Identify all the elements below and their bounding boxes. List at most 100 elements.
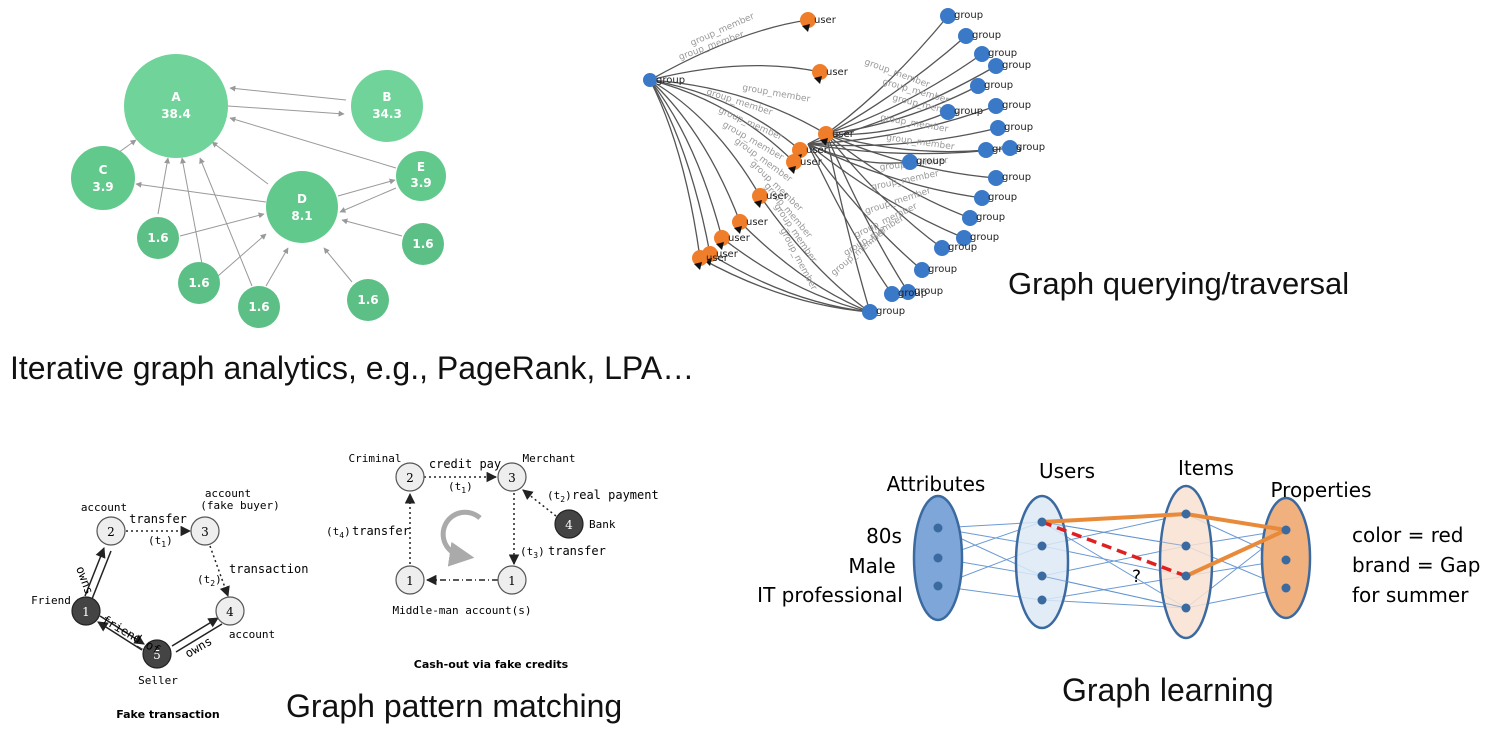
- pattern-left-node-5: 5: [142, 639, 172, 669]
- traversal-edge: [759, 195, 871, 313]
- pagerank-nodes: A 38.4 B 34.3 C 3.9 D 8.1 E 3.9 1.6: [71, 54, 446, 328]
- group-node-label: group: [948, 242, 977, 253]
- traversal-node-group: group: [974, 190, 1017, 206]
- traversal-edge: [649, 79, 801, 151]
- pattern-right-title: Cash-out via fake credits: [414, 658, 569, 671]
- user-attr-3: IT professional: [757, 583, 903, 607]
- traversal-edge: [825, 133, 987, 153]
- edge-d-e: [337, 178, 396, 197]
- user-arrowhead: [814, 76, 822, 84]
- pattern-left-node-1: 1: [71, 596, 101, 626]
- items-ellipse: [1158, 484, 1214, 640]
- traversal-node-group: group: [940, 8, 983, 24]
- traversal-edge: [807, 143, 893, 295]
- pattern-fake-transaction: 2 3 4 1 5 account account (fake buyer) a…: [31, 487, 308, 721]
- group-node-circle: [884, 286, 900, 302]
- node-g-value: 1.6: [188, 276, 209, 290]
- group-node-label: group: [1002, 172, 1031, 183]
- edge-h-d: [265, 247, 289, 287]
- node-g: 1.6: [178, 262, 220, 304]
- traversal-nodes: groupuseruseruseruseruseruseruseruseruse…: [643, 8, 1045, 320]
- user-arrowhead: [754, 200, 762, 208]
- label-owns-left: owns: [73, 564, 96, 596]
- node-1-label: 1: [82, 605, 90, 619]
- cash-node-4-label: 4: [565, 518, 573, 532]
- traversal-node-group: group: [862, 304, 905, 320]
- node-3-label: 3: [201, 525, 209, 539]
- group-node-circle: [862, 304, 878, 320]
- node-a: A 38.4: [124, 54, 228, 158]
- node-e: E 3.9: [396, 151, 446, 201]
- traversal-edge: [649, 79, 723, 239]
- node-d-label: D: [297, 192, 307, 206]
- node-b-label: B: [382, 90, 391, 104]
- traversal-edge: [807, 143, 965, 239]
- group-node-circle: [934, 240, 950, 256]
- label-t1: (t1): [148, 534, 173, 549]
- traversal-edge: [649, 19, 809, 81]
- user-arrowhead: [716, 242, 724, 250]
- traversal-node-user: user: [714, 230, 751, 250]
- group-node-circle: [988, 170, 1004, 186]
- edge-f-d: [179, 212, 265, 237]
- label-friend: Friend: [31, 594, 71, 607]
- user-arrowhead: [802, 24, 810, 32]
- pattern-left-title: Fake transaction: [116, 708, 219, 721]
- traversal-node-group: group: [988, 98, 1031, 114]
- cash-node-3-label: 3: [508, 471, 516, 485]
- traversal-edge: [825, 111, 949, 136]
- group-node-circle: [958, 28, 974, 44]
- traversal-edge: [825, 133, 971, 219]
- node-4-label: 4: [226, 605, 234, 619]
- traversal-edge: [649, 79, 711, 255]
- users-ellipse: [1014, 494, 1070, 630]
- group-node-label: group: [988, 192, 1017, 203]
- graph-learning-diagram: ? Attributes Users Items Properties 80s …: [757, 456, 1480, 640]
- traversal-node-group: group: [900, 284, 943, 300]
- group-node-circle: [940, 104, 956, 120]
- group-node-circle: [974, 190, 990, 206]
- traversal-edge: [825, 133, 871, 313]
- user-node-label: user: [806, 145, 829, 156]
- node-h-value: 1.6: [248, 300, 269, 314]
- label-bank: Bank: [589, 518, 616, 531]
- user-arrowhead: [694, 262, 702, 270]
- user-node-label: user: [706, 253, 729, 264]
- user-node-circle: [714, 230, 730, 246]
- traversal-node-user: user: [800, 12, 837, 32]
- pattern-right-node-3: 3: [497, 462, 527, 492]
- node-c-value: 3.9: [92, 180, 113, 194]
- pattern-left-node-4: 4: [215, 596, 245, 626]
- user-attr-1: 80s: [866, 524, 902, 548]
- node-i-value: 1.6: [412, 237, 433, 251]
- label-transfer-right: transfer: [548, 544, 606, 558]
- traversal-node-group: group: [956, 230, 999, 246]
- edge-e-a: [229, 116, 397, 169]
- node-c: C 3.9: [71, 146, 135, 210]
- traversal-node-group: group: [1002, 140, 1045, 156]
- traversal-node-user: user: [786, 154, 823, 174]
- label-seller: Seller: [138, 674, 178, 687]
- header-users: Users: [1039, 459, 1095, 483]
- edge-5-4-owns: [171, 617, 223, 653]
- edge-f-a: [157, 157, 171, 215]
- user-node-label: user: [832, 129, 855, 140]
- user-node-label: user: [716, 249, 739, 260]
- traversal-node-group: group: [958, 28, 1001, 44]
- item-prop-1: color = red: [1352, 523, 1464, 547]
- node-f: 1.6: [137, 217, 179, 259]
- group-node-label: group: [928, 264, 957, 275]
- header-properties: Properties: [1270, 478, 1371, 502]
- label-fake-buyer: (fake buyer): [200, 499, 279, 512]
- learning-edges: [937, 513, 1287, 609]
- traversal-node-group: group: [988, 170, 1031, 186]
- group-node-circle: [643, 73, 657, 87]
- node-j-value: 1.6: [357, 293, 378, 307]
- traversal-edge: [825, 85, 979, 135]
- pattern-left-node-2: 2: [96, 516, 126, 546]
- group-node-label: group: [984, 80, 1013, 91]
- pattern-right-node-1a: 1: [497, 565, 527, 595]
- traversal-edge: [649, 79, 701, 259]
- group-node-label: group: [976, 212, 1005, 223]
- group-node-circle: [988, 98, 1004, 114]
